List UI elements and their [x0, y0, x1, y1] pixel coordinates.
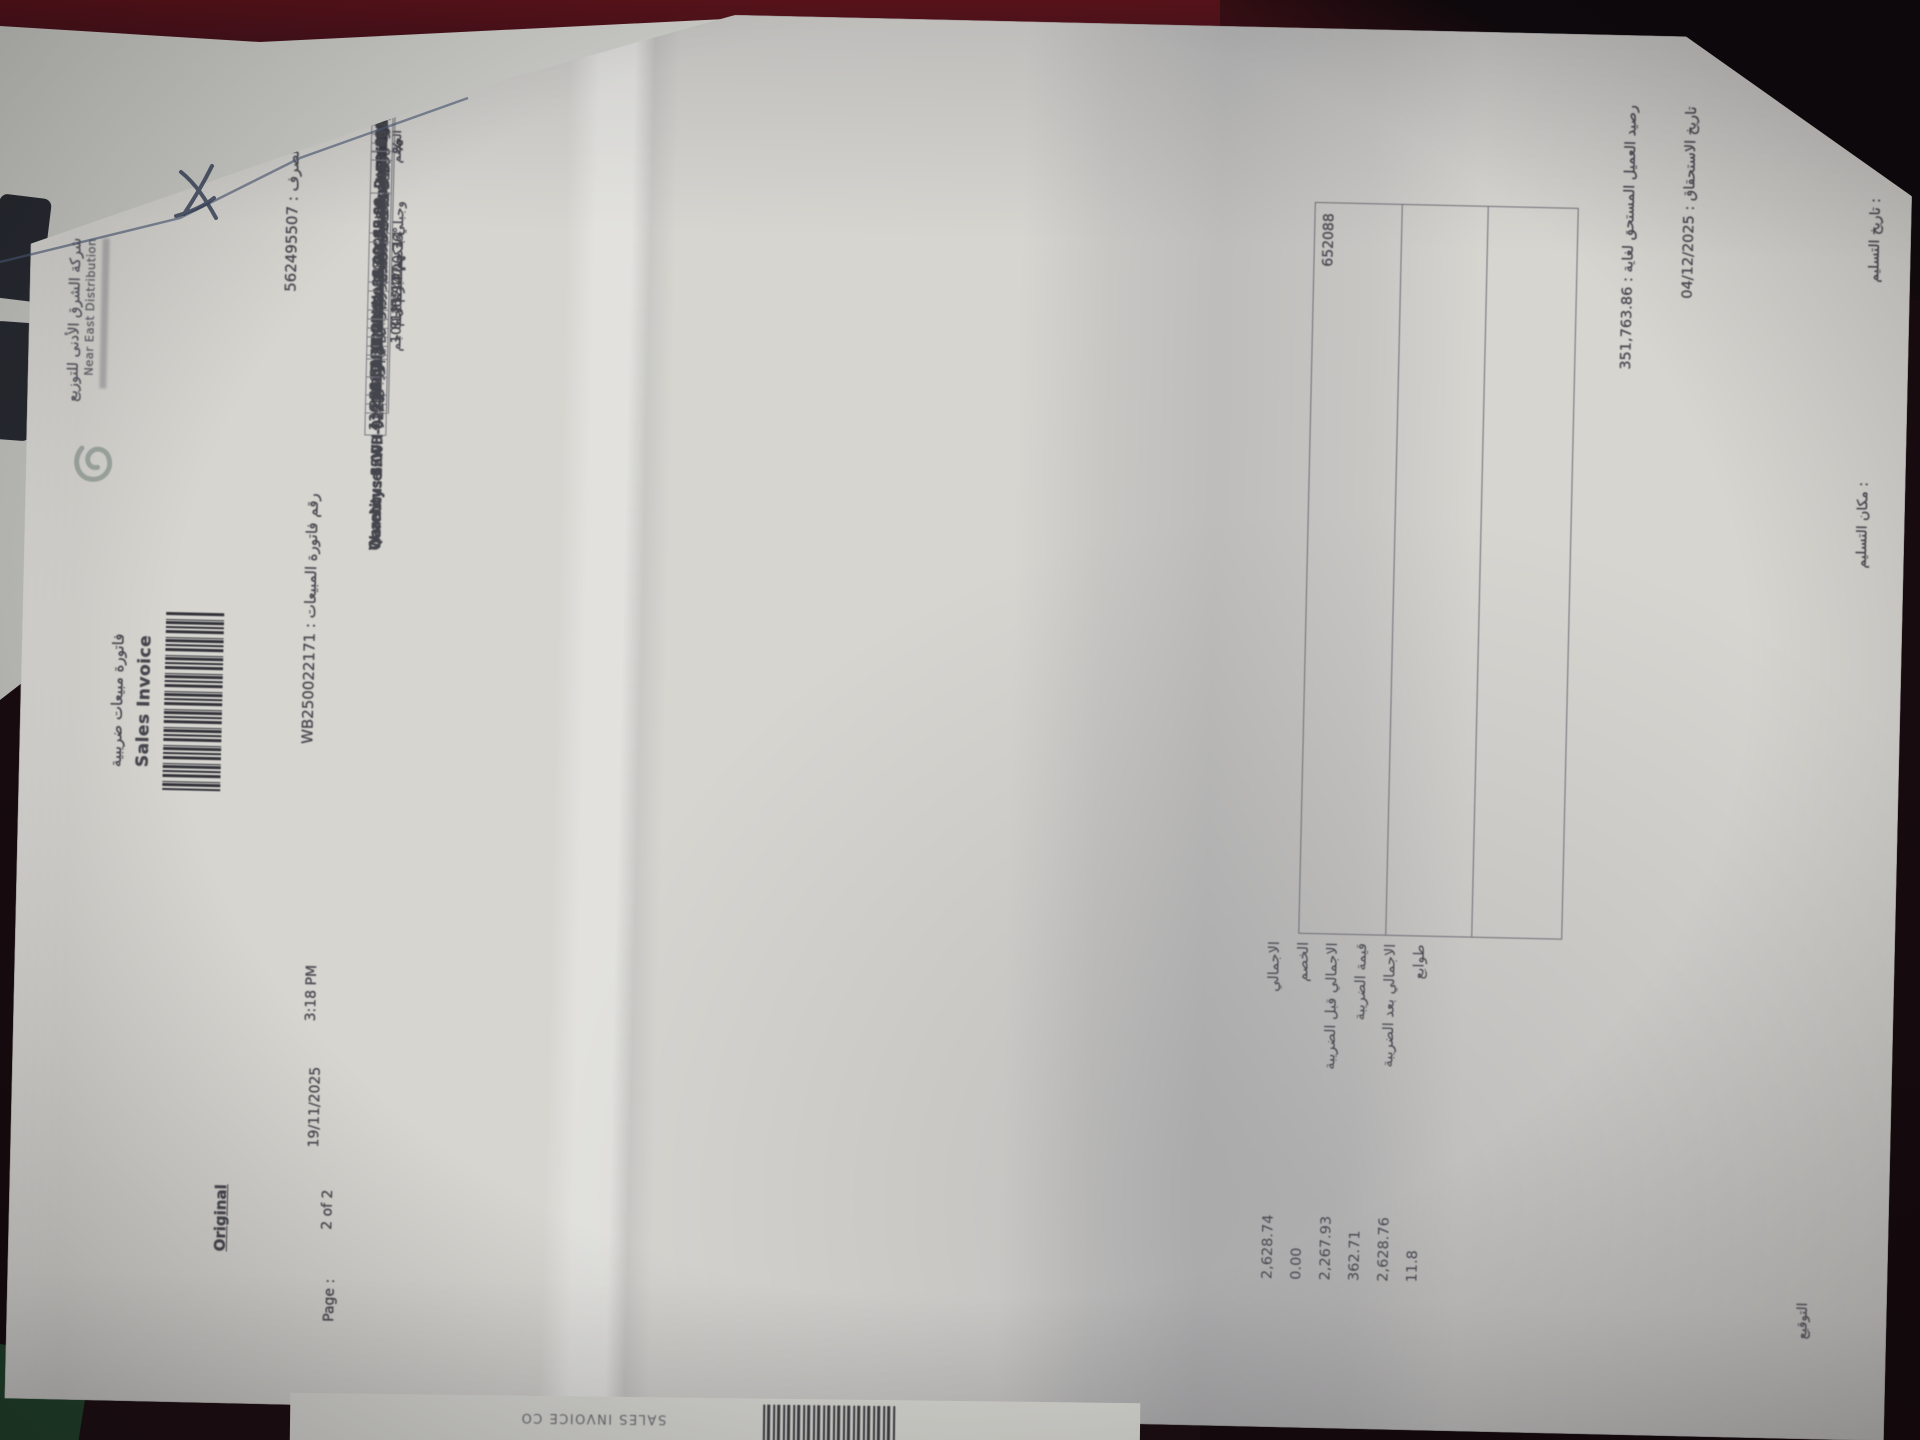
- voucher-number: 562495507: [281, 205, 302, 293]
- totals-row: الاجمالي 2,628.74: [1259, 941, 1283, 1279]
- date-field: 19/11/2025: [306, 1066, 324, 1148]
- totals-row: الاجمالي قبل الضريبة 2,267.93: [1317, 942, 1341, 1280]
- page-value: 2 of 2: [319, 1189, 337, 1230]
- balance-line: رصيد العميل المستحق لغاية : 351,763.86: [1618, 105, 1640, 370]
- time-field: 3:18 PM: [302, 964, 321, 1022]
- company-block: شركة الشرق الأدنى للتوزيع Near East Dist…: [63, 238, 127, 489]
- title-block: فاتورة مبيعات ضريبية Sales Invoice: [106, 583, 225, 821]
- totals-row: طوابع 11.8: [1404, 944, 1428, 1282]
- invoice-number-row: رقم فاتورة المبيعات : WB250022171: [295, 493, 322, 893]
- totals-value: 0.00: [1288, 1247, 1306, 1280]
- copy-type: Original: [210, 1184, 231, 1252]
- totals-label: الخصم: [1295, 941, 1313, 983]
- invoice-number-value: WB250022171: [298, 632, 319, 745]
- invoice-barcode: [162, 612, 224, 791]
- delivery-date-label: تاريخ التسليم :: [1866, 197, 1885, 283]
- balance-label: رصيد العميل المستحق لغاية :: [1620, 104, 1641, 283]
- invoice-number-label: رقم فاتورة المبيعات :: [300, 493, 322, 629]
- account-box-divider: [1471, 207, 1489, 937]
- invoice-title-ar: فاتورة مبيعات ضريبية: [106, 633, 128, 768]
- totals-block: الاجمالي 2,628.74 الخصم 0.00 الاجمالي قبل ال…: [1259, 941, 1441, 1283]
- totals-value: 362.71: [1346, 1230, 1364, 1282]
- account-box: 652088: [1298, 202, 1579, 940]
- under-paper-text: SALES INVOICE CO: [520, 1409, 667, 1427]
- paper: شركة الشرق الأدنى للتوزيع Near East Dist…: [4, 0, 1915, 1440]
- delivery-place-label: مكان التسليم :: [1853, 481, 1872, 569]
- company-subline: [99, 238, 109, 388]
- name-cell: اعواد كنافة العلامة الحمراء طبيعي لوكشين…: [371, 151, 393, 160]
- totals-value: 11.8: [1404, 1249, 1422, 1283]
- totals-value: 2,628.76: [1375, 1217, 1393, 1282]
- page-label: Page :: [321, 1278, 339, 1323]
- totals-label: قيمة الضريبة: [1352, 942, 1371, 1021]
- due-date-line: تاريخ الاستحقاق : 04/12/2025: [1680, 106, 1700, 299]
- totals-label: الاجمالي بعد الضريبة: [1380, 943, 1400, 1068]
- totals-value: 2,628.74: [1259, 1214, 1277, 1280]
- balance-value: 351,763.86: [1618, 286, 1637, 370]
- totals-label: طوابع: [1411, 944, 1429, 980]
- due-date-label: تاريخ الاستحقاق :: [1681, 106, 1701, 211]
- invoice-title-en: Sales Invoice: [132, 634, 156, 768]
- account-box-divider: [1385, 205, 1403, 935]
- totals-label: الاجمالي: [1265, 941, 1284, 992]
- totals-label: الاجمالي قبل الضريبة: [1322, 942, 1342, 1070]
- warehouse-text: Warehouse : WH-0221: [367, 393, 388, 551]
- items-table: Item IDرقم الصنفNameاسم الصنفUnitالوحدةP…: [343, 71, 373, 1383]
- totals-row: الخصم 0.00: [1288, 942, 1312, 1280]
- under-paper-barcode: [759, 1404, 896, 1440]
- totals-row: الاجمالي بعد الضريبة 2,628.76: [1375, 944, 1399, 1282]
- signature-label: التوقيع: [1794, 1302, 1811, 1340]
- account-box-value: 652088: [1320, 213, 1338, 267]
- company-logo-icon: [67, 434, 122, 489]
- item-name: اعواد كنافة العلامة الحمراء طبيعي لوكشين…: [369, 165, 408, 404]
- totals-row: قيمة الضريبة 362.71: [1346, 943, 1370, 1281]
- due-date-value: 04/12/2025: [1679, 215, 1698, 299]
- totals-value: 2,267.93: [1317, 1215, 1335, 1281]
